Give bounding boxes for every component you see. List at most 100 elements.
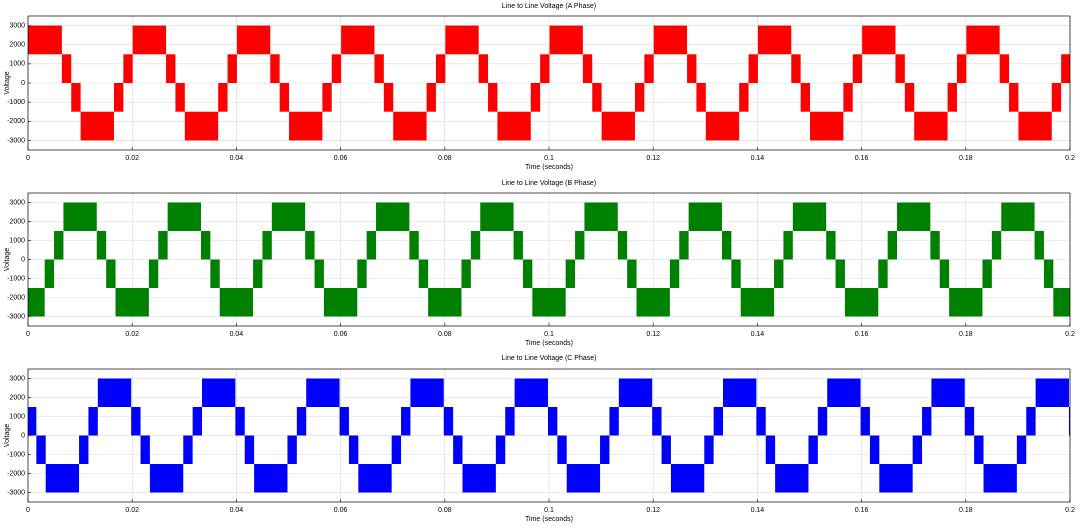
voltage-band [609,407,619,436]
voltage-band [505,407,515,436]
voltage-band [547,407,558,436]
voltage-band [584,202,618,231]
x-tick-label: 0.06 [334,155,348,162]
x-axis-label: Time (seconds) [525,340,573,347]
voltage-band [44,259,55,288]
voltage-band [1026,407,1036,436]
voltage-band [618,378,653,407]
voltage-band [765,435,776,464]
x-tick-label: 0.14 [751,155,765,162]
voltage-band [495,435,506,464]
x-tick-label: 0.14 [751,507,765,514]
voltage-band [964,407,975,436]
voltage-band [61,54,72,83]
x-tick-label: 0.18 [959,331,973,338]
voltage-band [88,407,98,436]
voltage-band [844,288,879,317]
voltage-band [947,83,957,112]
voltage-band [1068,407,1070,436]
voltage-band [478,54,489,83]
voltage-band [306,378,340,407]
voltage-band [262,231,272,260]
voltage-band [956,54,967,83]
voltage-band [28,288,45,317]
voltage-band [862,25,896,55]
voltage-band [80,111,114,141]
voltage-band [1043,259,1054,288]
voltage-band [36,435,46,464]
x-tick-label: 0.2 [1065,331,1075,338]
voltage-band [723,378,757,407]
voltage-band [974,435,984,464]
plot-frame [27,15,1071,151]
voltage-band [140,435,150,464]
voltage-band [374,54,384,83]
voltage-band [1061,54,1070,83]
x-tick-label: 0 [26,331,30,338]
x-axis-label: Time (seconds) [525,164,573,171]
voltage-band [488,83,498,112]
voltage-band [1051,83,1062,112]
voltage-band [149,464,184,493]
x-tick-label: 0.16 [855,331,869,338]
y-tick-label: -2000 [7,118,25,125]
voltage-band [914,111,948,141]
x-tick-label: 0.12 [646,507,660,514]
voltage-band [982,259,992,288]
x-tick-label: 0.02 [125,507,139,514]
voltage-band [410,378,444,407]
voltage-band [748,54,758,83]
voltage-band [791,54,801,83]
voltage-band [652,407,662,436]
y-tick-label: 2000 [9,42,25,49]
voltage-band [1034,231,1044,260]
voltage-band [687,54,697,83]
voltage-band [827,378,861,407]
voltage-band [713,407,724,436]
voltage-band [383,83,394,112]
x-tick-label: 0.16 [855,507,869,514]
voltage-band [679,231,689,260]
voltage-band [235,407,245,436]
voltage-band [999,54,1010,83]
voltage-band [1001,202,1035,231]
voltage-band [418,259,429,288]
voltage-band [843,83,853,112]
voltage-band [949,288,983,317]
voltage-band [575,231,585,260]
y-tick-label: 0 [21,432,25,439]
subplot-title: Line to Line Voltage (A Phase) [502,3,596,10]
subplot: Line to Line Voltage (B Phase) 0 0.02 0.04 0… [4,180,1075,347]
voltage-band [166,54,176,83]
voltage-band [922,407,932,436]
voltage-band [808,435,818,464]
plot-frame [27,192,1071,327]
voltage-band [244,435,255,464]
x-tick-label: 0 [26,155,30,162]
x-tick-label: 0.16 [855,155,869,162]
x-tick-label: 0.06 [334,331,348,338]
voltage-band [792,202,827,231]
subplot-title: Line to Line Voltage (C Phase) [502,355,597,362]
x-tick-label: 0.14 [751,331,765,338]
voltage-band [1009,83,1019,112]
voltage-band [113,83,124,112]
voltage-band [357,259,367,288]
voltage-band [731,259,741,288]
voltage-band [183,435,193,464]
voltage-band [661,435,671,464]
y-tick-label: -2000 [7,470,25,477]
x-tick-label: 0.08 [438,331,452,338]
voltage-band [617,231,628,260]
y-tick-label: 3000 [9,375,25,382]
voltage-band [966,25,1000,55]
voltage-band [669,259,680,288]
voltage-band [696,83,706,112]
x-tick-label: 0.18 [959,155,973,162]
voltage-band [810,111,844,141]
voltage-band [931,378,965,407]
voltage-band [470,231,481,260]
y-tick-label: -1000 [7,275,25,282]
y-axis-label: Voltage [4,71,11,94]
